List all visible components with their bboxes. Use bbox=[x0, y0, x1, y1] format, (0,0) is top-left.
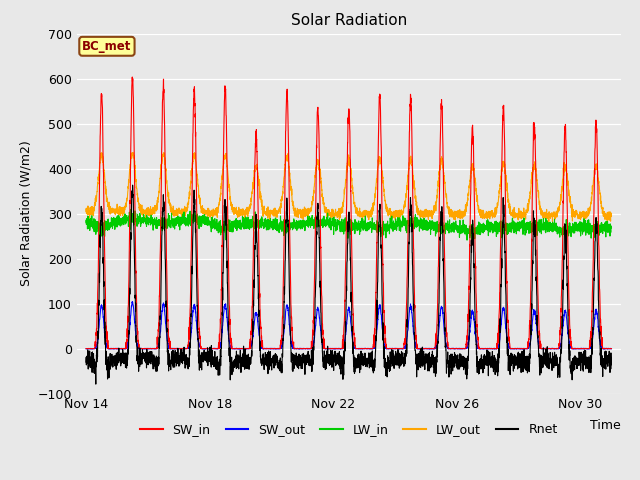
Text: BC_met: BC_met bbox=[82, 40, 132, 53]
LW_in bbox=[127, 207, 134, 213]
LW_in bbox=[394, 215, 402, 220]
LW_out bbox=[442, 188, 449, 194]
SW_out bbox=[575, 346, 583, 351]
LW_in bbox=[82, 219, 90, 225]
SW_out bbox=[607, 346, 615, 351]
Line: Rnet: Rnet bbox=[86, 185, 611, 384]
SW_in bbox=[129, 74, 136, 80]
Legend: SW_in, SW_out, LW_in, LW_out, Rnet: SW_in, SW_out, LW_in, LW_out, Rnet bbox=[135, 419, 563, 441]
Line: SW_out: SW_out bbox=[86, 302, 611, 349]
SW_out bbox=[442, 341, 449, 347]
SW_in bbox=[550, 346, 558, 351]
Rnet bbox=[575, 363, 583, 369]
SW_out bbox=[355, 346, 362, 352]
SW_in bbox=[355, 346, 362, 351]
Rnet bbox=[518, 356, 525, 361]
Title: Solar Radiation: Solar Radiation bbox=[291, 13, 407, 28]
LW_out bbox=[550, 209, 558, 215]
Line: LW_out: LW_out bbox=[86, 153, 611, 222]
Rnet bbox=[607, 357, 615, 362]
LW_out bbox=[355, 211, 362, 217]
SW_out bbox=[82, 346, 90, 352]
SW_in bbox=[442, 293, 449, 299]
LW_in bbox=[550, 227, 558, 232]
Rnet bbox=[92, 381, 100, 387]
SW_in bbox=[82, 346, 90, 351]
Rnet bbox=[129, 182, 136, 188]
Text: Time: Time bbox=[590, 419, 621, 432]
SW_out bbox=[518, 346, 525, 351]
SW_in bbox=[517, 346, 525, 351]
LW_out bbox=[575, 212, 583, 218]
LW_in bbox=[468, 240, 476, 246]
SW_out bbox=[128, 299, 136, 305]
LW_in bbox=[355, 223, 362, 228]
SW_out bbox=[550, 346, 558, 352]
LW_out bbox=[420, 219, 428, 225]
LW_out bbox=[82, 206, 90, 212]
Rnet bbox=[394, 362, 402, 368]
LW_in bbox=[607, 225, 615, 231]
Y-axis label: Solar Radiation (W/m2): Solar Radiation (W/m2) bbox=[19, 141, 32, 287]
Rnet bbox=[550, 363, 558, 369]
LW_in bbox=[518, 220, 525, 226]
SW_out bbox=[394, 346, 402, 352]
SW_in bbox=[575, 346, 582, 351]
Rnet bbox=[82, 359, 90, 365]
SW_in bbox=[394, 346, 402, 351]
Rnet bbox=[442, 345, 449, 350]
LW_out bbox=[97, 150, 105, 156]
LW_out bbox=[518, 213, 525, 218]
Line: LW_in: LW_in bbox=[86, 210, 611, 243]
Line: SW_in: SW_in bbox=[86, 77, 611, 348]
LW_in bbox=[575, 224, 583, 230]
Rnet bbox=[355, 351, 362, 357]
SW_in bbox=[607, 346, 615, 351]
LW_in bbox=[442, 231, 449, 237]
LW_out bbox=[394, 216, 402, 221]
LW_out bbox=[607, 213, 615, 218]
SW_out bbox=[166, 346, 174, 352]
